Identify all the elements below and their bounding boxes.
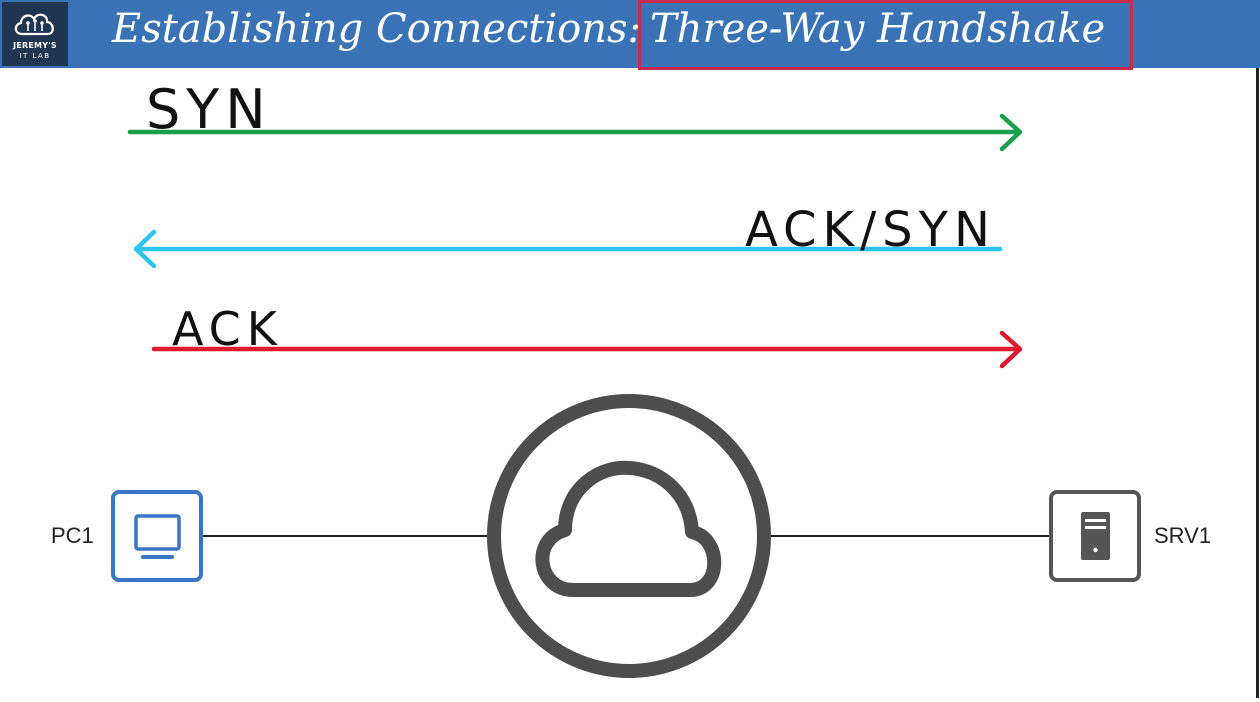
network-cloud[interactable] — [487, 394, 771, 678]
ack-arrow — [151, 330, 1023, 369]
logo-text-line2: IT LAB — [19, 52, 51, 60]
srv1-label: SRV1 — [1154, 523, 1212, 548]
cloud-circuit-icon — [14, 13, 54, 36]
title-highlight: Three-Way Handshake — [650, 6, 1106, 52]
ack-label: ACK — [172, 302, 283, 356]
syn-arrow — [127, 113, 1023, 152]
monitor-icon — [134, 514, 181, 559]
ack-syn-arrow — [133, 229, 1003, 269]
pc1-label: PC1 — [51, 523, 94, 548]
cloud-icon — [535, 460, 722, 597]
logo: JEREMY'S IT LAB — [2, 2, 68, 66]
ack-syn-label: ACK/SYN — [745, 202, 996, 258]
syn-label: SYN — [146, 78, 272, 141]
title-bar: JEREMY'S IT LAB Establishing Connections… — [0, 0, 1260, 70]
srv1-device[interactable] — [1049, 490, 1141, 582]
server-icon — [1081, 512, 1110, 560]
slide-edge-divider — [1256, 68, 1259, 698]
logo-text-line1: JEREMY'S — [13, 41, 57, 50]
pc1-device[interactable] — [111, 490, 203, 582]
title-main: Establishing Connections: — [112, 6, 642, 52]
title-highlight-box — [638, 0, 1133, 70]
